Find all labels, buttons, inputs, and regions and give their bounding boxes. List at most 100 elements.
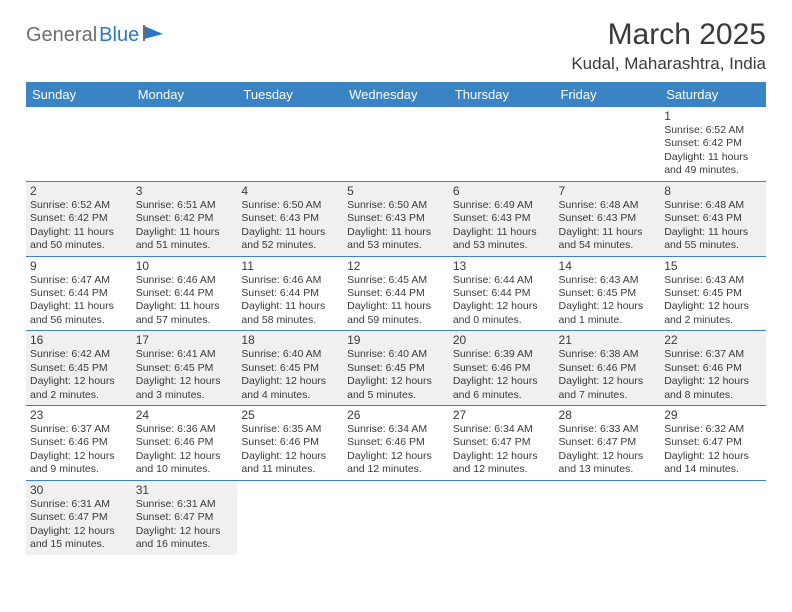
calendar-table: SundayMondayTuesdayWednesdayThursdayFrid…	[26, 82, 766, 555]
calendar-day-cell	[449, 480, 555, 554]
day-number: 19	[347, 333, 445, 347]
weekday-header: Tuesday	[237, 82, 343, 107]
weekday-header-row: SundayMondayTuesdayWednesdayThursdayFrid…	[26, 82, 766, 107]
calendar-day-cell	[449, 107, 555, 181]
calendar-day-cell: 12Sunrise: 6:45 AMSunset: 6:44 PMDayligh…	[343, 256, 449, 331]
day-number: 28	[559, 408, 657, 422]
calendar-day-cell: 23Sunrise: 6:37 AMSunset: 6:46 PMDayligh…	[26, 406, 132, 481]
weekday-header: Friday	[555, 82, 661, 107]
day-info: Sunrise: 6:37 AMSunset: 6:46 PMDaylight:…	[30, 423, 128, 477]
day-number: 27	[453, 408, 551, 422]
day-info: Sunrise: 6:37 AMSunset: 6:46 PMDaylight:…	[664, 348, 762, 402]
day-info: Sunrise: 6:48 AMSunset: 6:43 PMDaylight:…	[559, 199, 657, 253]
day-number: 22	[664, 333, 762, 347]
title-block: March 2025 Kudal, Maharashtra, India	[571, 18, 766, 74]
calendar-day-cell: 10Sunrise: 6:46 AMSunset: 6:44 PMDayligh…	[132, 256, 238, 331]
calendar-day-cell	[237, 480, 343, 554]
day-number: 8	[664, 184, 762, 198]
calendar-page: GeneralBlue March 2025 Kudal, Maharashtr…	[0, 0, 792, 565]
day-info: Sunrise: 6:32 AMSunset: 6:47 PMDaylight:…	[664, 423, 762, 477]
day-info: Sunrise: 6:43 AMSunset: 6:45 PMDaylight:…	[664, 274, 762, 328]
day-number: 29	[664, 408, 762, 422]
calendar-day-cell: 1Sunrise: 6:52 AMSunset: 6:42 PMDaylight…	[660, 107, 766, 181]
day-number: 16	[30, 333, 128, 347]
calendar-day-cell	[343, 107, 449, 181]
logo: GeneralBlue	[26, 24, 165, 47]
day-info: Sunrise: 6:35 AMSunset: 6:46 PMDaylight:…	[241, 423, 339, 477]
calendar-day-cell: 4Sunrise: 6:50 AMSunset: 6:43 PMDaylight…	[237, 181, 343, 256]
calendar-week-row: 2Sunrise: 6:52 AMSunset: 6:42 PMDaylight…	[26, 181, 766, 256]
day-info: Sunrise: 6:52 AMSunset: 6:42 PMDaylight:…	[30, 199, 128, 253]
day-info: Sunrise: 6:42 AMSunset: 6:45 PMDaylight:…	[30, 348, 128, 402]
calendar-day-cell: 18Sunrise: 6:40 AMSunset: 6:45 PMDayligh…	[237, 331, 343, 406]
weekday-header: Wednesday	[343, 82, 449, 107]
day-number: 3	[136, 184, 234, 198]
calendar-week-row: 23Sunrise: 6:37 AMSunset: 6:46 PMDayligh…	[26, 406, 766, 481]
day-info: Sunrise: 6:47 AMSunset: 6:44 PMDaylight:…	[30, 274, 128, 328]
calendar-day-cell: 24Sunrise: 6:36 AMSunset: 6:46 PMDayligh…	[132, 406, 238, 481]
calendar-day-cell	[343, 480, 449, 554]
day-info: Sunrise: 6:39 AMSunset: 6:46 PMDaylight:…	[453, 348, 551, 402]
calendar-day-cell: 31Sunrise: 6:31 AMSunset: 6:47 PMDayligh…	[132, 480, 238, 554]
day-number: 11	[241, 259, 339, 273]
month-title: March 2025	[571, 18, 766, 52]
calendar-week-row: 16Sunrise: 6:42 AMSunset: 6:45 PMDayligh…	[26, 331, 766, 406]
calendar-day-cell: 11Sunrise: 6:46 AMSunset: 6:44 PMDayligh…	[237, 256, 343, 331]
day-info: Sunrise: 6:50 AMSunset: 6:43 PMDaylight:…	[241, 199, 339, 253]
day-number: 18	[241, 333, 339, 347]
day-number: 21	[559, 333, 657, 347]
day-info: Sunrise: 6:33 AMSunset: 6:47 PMDaylight:…	[559, 423, 657, 477]
logo-text-blue: Blue	[99, 24, 139, 47]
day-number: 7	[559, 184, 657, 198]
day-info: Sunrise: 6:50 AMSunset: 6:43 PMDaylight:…	[347, 199, 445, 253]
calendar-day-cell: 8Sunrise: 6:48 AMSunset: 6:43 PMDaylight…	[660, 181, 766, 256]
day-info: Sunrise: 6:44 AMSunset: 6:44 PMDaylight:…	[453, 274, 551, 328]
calendar-day-cell: 28Sunrise: 6:33 AMSunset: 6:47 PMDayligh…	[555, 406, 661, 481]
day-number: 30	[30, 483, 128, 497]
weekday-header: Saturday	[660, 82, 766, 107]
day-number: 17	[136, 333, 234, 347]
calendar-day-cell: 15Sunrise: 6:43 AMSunset: 6:45 PMDayligh…	[660, 256, 766, 331]
calendar-day-cell: 20Sunrise: 6:39 AMSunset: 6:46 PMDayligh…	[449, 331, 555, 406]
day-number: 14	[559, 259, 657, 273]
day-info: Sunrise: 6:41 AMSunset: 6:45 PMDaylight:…	[136, 348, 234, 402]
calendar-day-cell: 22Sunrise: 6:37 AMSunset: 6:46 PMDayligh…	[660, 331, 766, 406]
day-info: Sunrise: 6:46 AMSunset: 6:44 PMDaylight:…	[136, 274, 234, 328]
calendar-day-cell: 7Sunrise: 6:48 AMSunset: 6:43 PMDaylight…	[555, 181, 661, 256]
calendar-week-row: 9Sunrise: 6:47 AMSunset: 6:44 PMDaylight…	[26, 256, 766, 331]
day-info: Sunrise: 6:31 AMSunset: 6:47 PMDaylight:…	[30, 498, 128, 552]
day-info: Sunrise: 6:51 AMSunset: 6:42 PMDaylight:…	[136, 199, 234, 253]
weekday-header: Sunday	[26, 82, 132, 107]
day-number: 1	[664, 109, 762, 123]
day-info: Sunrise: 6:40 AMSunset: 6:45 PMDaylight:…	[347, 348, 445, 402]
calendar-day-cell	[555, 107, 661, 181]
calendar-day-cell: 29Sunrise: 6:32 AMSunset: 6:47 PMDayligh…	[660, 406, 766, 481]
location-text: Kudal, Maharashtra, India	[571, 54, 766, 74]
day-number: 24	[136, 408, 234, 422]
calendar-day-cell: 25Sunrise: 6:35 AMSunset: 6:46 PMDayligh…	[237, 406, 343, 481]
day-number: 10	[136, 259, 234, 273]
day-number: 20	[453, 333, 551, 347]
calendar-day-cell: 9Sunrise: 6:47 AMSunset: 6:44 PMDaylight…	[26, 256, 132, 331]
day-info: Sunrise: 6:46 AMSunset: 6:44 PMDaylight:…	[241, 274, 339, 328]
calendar-day-cell: 21Sunrise: 6:38 AMSunset: 6:46 PMDayligh…	[555, 331, 661, 406]
day-number: 5	[347, 184, 445, 198]
day-info: Sunrise: 6:34 AMSunset: 6:46 PMDaylight:…	[347, 423, 445, 477]
day-number: 4	[241, 184, 339, 198]
logo-text-gray: General	[26, 24, 97, 47]
day-info: Sunrise: 6:49 AMSunset: 6:43 PMDaylight:…	[453, 199, 551, 253]
day-info: Sunrise: 6:31 AMSunset: 6:47 PMDaylight:…	[136, 498, 234, 552]
calendar-day-cell: 3Sunrise: 6:51 AMSunset: 6:42 PMDaylight…	[132, 181, 238, 256]
day-number: 13	[453, 259, 551, 273]
day-info: Sunrise: 6:48 AMSunset: 6:43 PMDaylight:…	[664, 199, 762, 253]
calendar-day-cell: 17Sunrise: 6:41 AMSunset: 6:45 PMDayligh…	[132, 331, 238, 406]
weekday-header: Thursday	[449, 82, 555, 107]
day-number: 31	[136, 483, 234, 497]
day-number: 6	[453, 184, 551, 198]
calendar-day-cell	[26, 107, 132, 181]
day-number: 25	[241, 408, 339, 422]
calendar-day-cell	[132, 107, 238, 181]
day-info: Sunrise: 6:36 AMSunset: 6:46 PMDaylight:…	[136, 423, 234, 477]
weekday-header: Monday	[132, 82, 238, 107]
day-number: 12	[347, 259, 445, 273]
